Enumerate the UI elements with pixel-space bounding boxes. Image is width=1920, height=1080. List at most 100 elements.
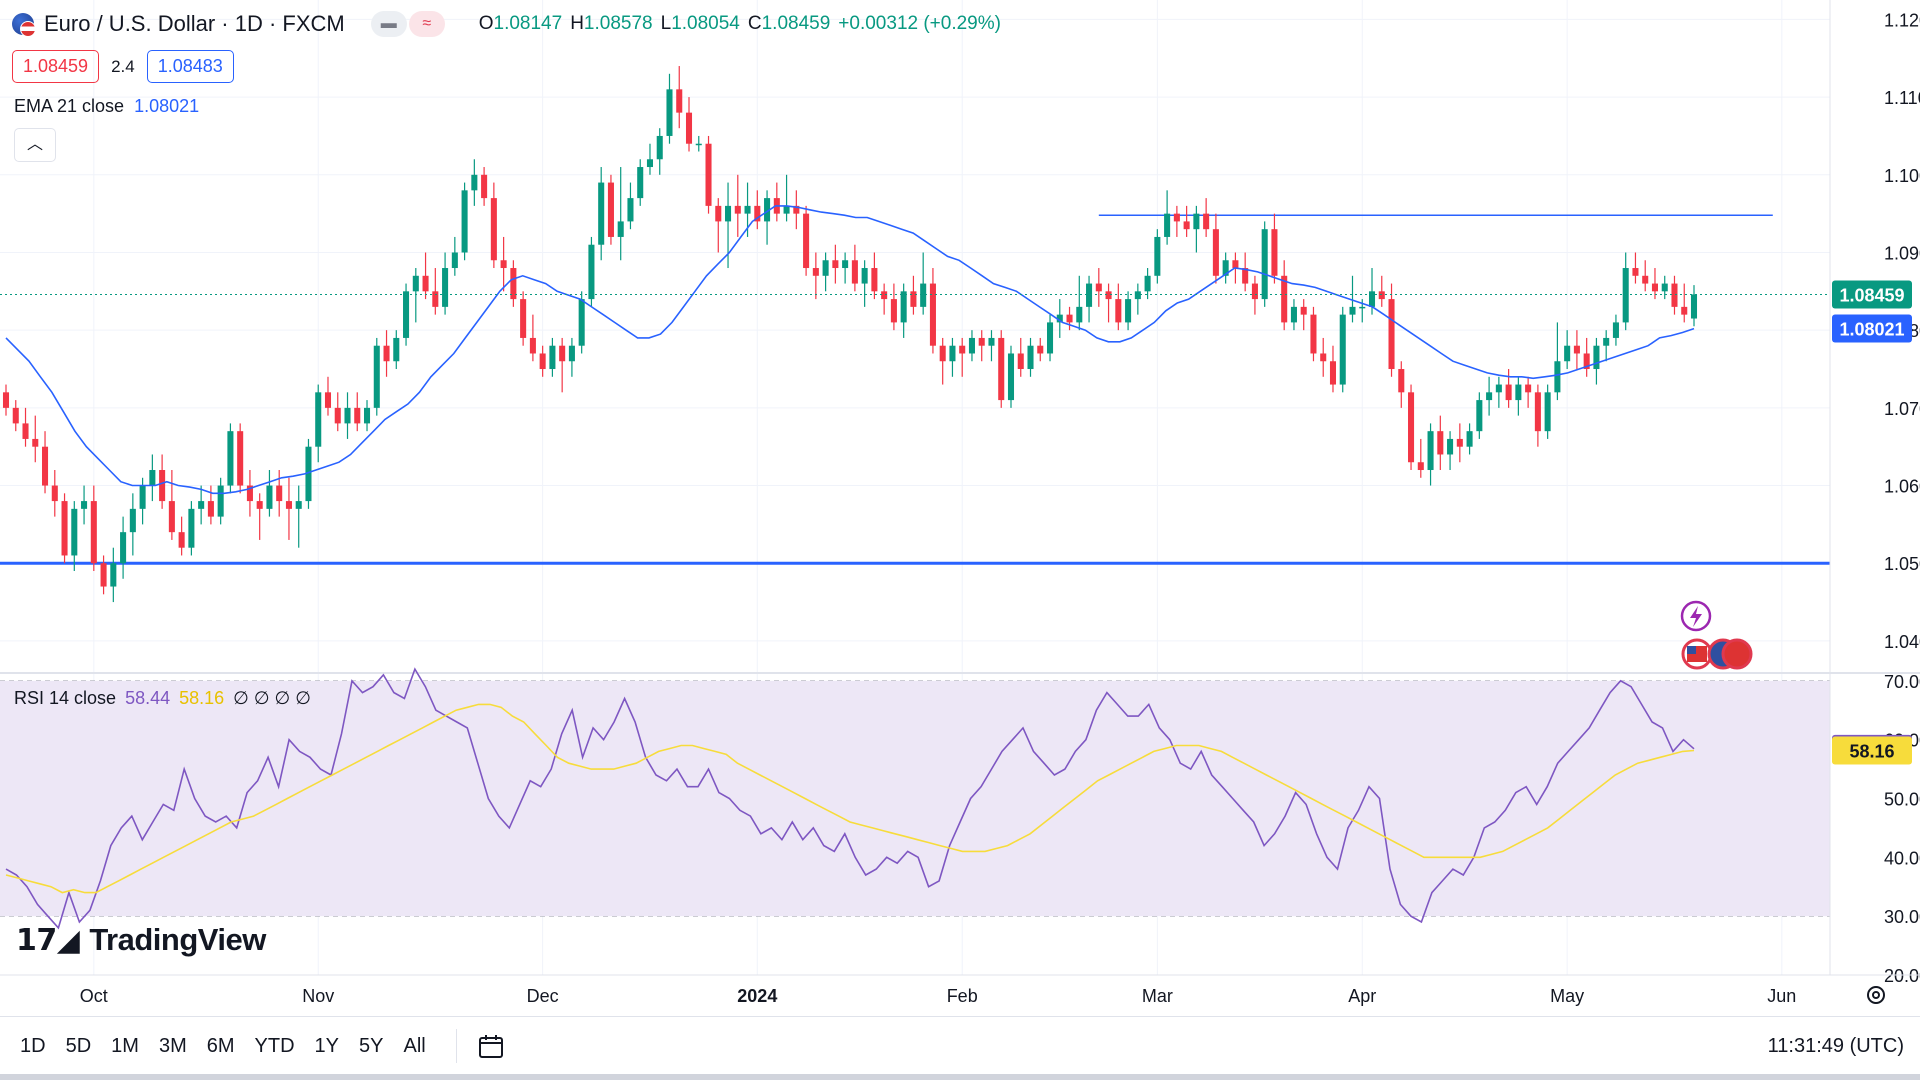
- candle-body: [1339, 314, 1346, 385]
- range-ytd[interactable]: YTD: [254, 1034, 295, 1057]
- candle-body: [188, 508, 195, 548]
- collapse-legend-button[interactable]: ︿: [14, 128, 56, 162]
- candle-body: [1632, 268, 1639, 276]
- candle-body: [1134, 291, 1141, 300]
- rsi-tick-label: 70.00: [1884, 672, 1920, 692]
- price-tick-label: 1.12000: [1884, 10, 1920, 30]
- candle-body: [617, 221, 624, 237]
- rsi-ma-line: [5, 703, 1695, 894]
- candle-body: [276, 485, 283, 502]
- range-5d[interactable]: 5D: [65, 1034, 92, 1057]
- candles: [2, 66, 1698, 603]
- candle-body: [1534, 392, 1541, 432]
- price-tick-label: 1.11000: [1884, 88, 1920, 108]
- candle-body: [851, 260, 858, 284]
- candle-body: [1388, 299, 1395, 370]
- candle-body: [1398, 369, 1405, 393]
- settings-gear-icon[interactable]: [1864, 983, 1888, 1007]
- candle-body: [695, 143, 702, 146]
- candle-body: [559, 345, 566, 362]
- wave-icon[interactable]: ≈: [408, 11, 445, 37]
- open-value: 1.08147: [493, 13, 563, 34]
- candle-body: [1007, 353, 1015, 401]
- range-6m[interactable]: 6M: [206, 1034, 235, 1057]
- candle-body: [159, 470, 166, 502]
- candle-body: [1222, 260, 1229, 276]
- candle-body: [949, 345, 956, 362]
- candle-body: [295, 501, 302, 509]
- candle-body: [1329, 361, 1337, 385]
- range-all[interactable]: All: [403, 1034, 426, 1057]
- candle-body: [803, 213, 810, 269]
- time-axis[interactable]: Oct Nov Dec 2024 Feb Mar Apr May Jun: [0, 974, 1920, 1006]
- rsi-value: 58.44: [125, 688, 171, 708]
- candle-body: [451, 252, 458, 269]
- candle-body: [1593, 345, 1600, 370]
- candle-body: [744, 205, 751, 214]
- ema-price-tag-bg: [1832, 314, 1912, 343]
- candle-body: [32, 438, 39, 447]
- candle-body: [968, 337, 975, 354]
- event-markers[interactable]: [1676, 598, 1716, 673]
- candle-body: [1544, 392, 1551, 432]
- ema-legend[interactable]: EMA 21 close 1.08021: [14, 96, 199, 117]
- candle-body: [666, 89, 673, 136]
- utc-clock[interactable]: 11:31:49 (UTC): [1767, 1035, 1904, 1057]
- candle-body: [1125, 299, 1132, 323]
- candle-body: [81, 501, 88, 509]
- rsi-legend[interactable]: RSI 14 close 58.44 58.16 ∅ ∅ ∅ ∅: [14, 688, 311, 709]
- candle-body: [978, 337, 985, 346]
- price-tick-label: 1.04000: [1884, 632, 1920, 652]
- rsi-band: [0, 680, 1830, 917]
- us-flag-icon-2[interactable]: [1721, 638, 1753, 670]
- price-chart[interactable]: 1.120001.110001.100001.090001.080001.070…: [0, 0, 1920, 1015]
- candle-body: [959, 345, 966, 354]
- candle-body: [549, 345, 556, 370]
- range-1d[interactable]: 1D: [20, 1034, 46, 1057]
- candle-body: [939, 345, 946, 362]
- candle-body: [110, 563, 117, 587]
- rsi-line: [5, 667, 1695, 930]
- rsi-ma-tag-bg: [1832, 736, 1912, 765]
- price-tick-label: 1.06000: [1884, 477, 1920, 497]
- candle-body: [1661, 283, 1668, 292]
- range-1m[interactable]: 1M: [111, 1034, 139, 1057]
- sell-button[interactable]: 1.08459: [12, 50, 100, 83]
- candle-body: [588, 244, 595, 300]
- economic-events[interactable]: [1676, 636, 1766, 672]
- buy-button[interactable]: 1.08483: [146, 50, 234, 83]
- candle-body: [1408, 392, 1415, 463]
- candle-body: [1447, 438, 1454, 455]
- bottom-scrollbar[interactable]: [0, 1074, 1920, 1080]
- candle-body: [256, 501, 263, 509]
- candle-body: [315, 392, 322, 447]
- range-1y[interactable]: 1Y: [314, 1034, 340, 1057]
- time-tick-label: May: [1550, 986, 1584, 1006]
- candle-body: [168, 501, 175, 533]
- market-status-pill[interactable]: ▬ ≈: [370, 11, 445, 37]
- candle-body: [1564, 345, 1571, 362]
- time-tick-label: Mar: [1142, 986, 1173, 1006]
- candle-body: [198, 501, 205, 509]
- candle-body: [12, 407, 19, 424]
- candle-body: [217, 485, 224, 517]
- symbol-title[interactable]: Euro / U.S. Dollar · 1D · FXCM: [44, 11, 345, 36]
- candle-body: [1378, 291, 1385, 300]
- range-5y[interactable]: 5Y: [359, 1034, 384, 1057]
- candle-body: [178, 532, 185, 548]
- candle-body: [481, 174, 488, 199]
- tradingview-logo[interactable]: 𝟭𝟳◢ TradingView: [16, 922, 266, 958]
- candle-body: [90, 501, 97, 564]
- minus-icon[interactable]: ▬: [370, 11, 407, 37]
- candle-body: [637, 167, 644, 199]
- horizontal-lines[interactable]: [0, 214, 1830, 565]
- go-to-date-button[interactable]: [455, 1029, 505, 1063]
- rsi-axis[interactable]: 70.0060.0050.0040.0030.0020.00: [1884, 672, 1920, 986]
- candle-body: [1368, 291, 1376, 307]
- candle-body: [1476, 400, 1483, 432]
- range-3m[interactable]: 3M: [158, 1034, 187, 1057]
- candle-body: [998, 337, 1005, 401]
- price-axis[interactable]: 1.120001.110001.100001.090001.080001.070…: [1829, 0, 1920, 975]
- candle-body: [920, 283, 927, 307]
